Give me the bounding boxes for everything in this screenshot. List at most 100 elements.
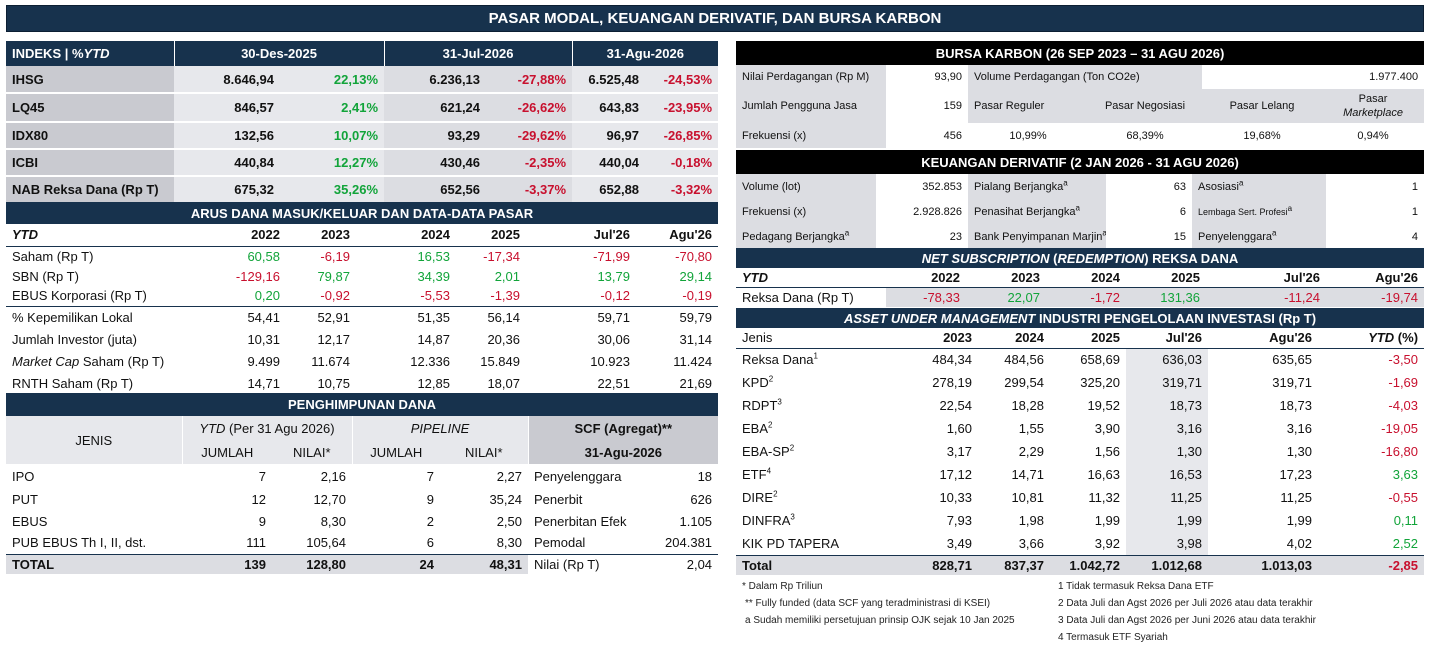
arus-ytd-label: YTD [6,224,186,247]
derivatif-label-text: Lembaga Sert. Profesi [1198,206,1288,217]
karbon-negosiasi: Pasar Negosiasi [1088,89,1202,123]
aum-value: 11,25 [1280,490,1312,505]
indeks-pct: -26,62% [486,93,573,123]
aum-value: 3,92 [1094,535,1120,551]
total-jenis: TOTAL [6,553,182,574]
indeks-value: 652,56 [384,176,487,204]
arus-row: RNTH Saham (Rp T) 14,71 10,75 12,85 18,07 22,… [6,372,718,394]
indeks-pct: -0,18% [645,149,719,177]
penghimpunan-pipeline-header: PIPELINE [352,416,529,440]
arus-value: 18,07 [487,375,520,391]
aum-row: RDPT3 22,54 18,28 19,52 18,73 18,73 -4,03 [736,394,1424,417]
derivatif-label-text: Asosiasi [1198,180,1239,193]
aum-row-sup: 3 [790,512,795,522]
penghimpunan-scf-val: 626 [690,491,713,507]
netsub-value: -19,74 [1381,289,1419,305]
derivatif-label: Lembaga Sert. Profesia [1192,199,1326,224]
aum-row-name-text: RDPT [742,398,778,413]
netsub-value: -78,33 [923,289,960,305]
indeks-pct: -3,32% [645,176,719,204]
derivatif-label: Pialang Berjangkaa [968,174,1106,199]
netsub-value: 22,07 [1007,289,1040,305]
derivatif-sup: a [1102,227,1106,237]
aum-value: 3,66 [1018,535,1044,551]
aum-row-sup: 1 [813,351,818,361]
derivatif-label-text: Frekuensi (x) [742,205,807,218]
aum-value: 658,69 [1080,352,1120,368]
derivatif-row: Frekuensi (x) 2.928.826 Penasihat Berjangk… [736,199,1424,224]
arus-row: Market Cap Saham (Rp T) 9.499 11.674 12.336… [6,350,718,372]
penghimpunan-title: PENGHIMPUNAN DANA [6,393,719,416]
penghimpunan-scf-val: 1.105 [679,513,713,529]
penghimpunan-n1: 12,70 [313,491,346,507]
aum-value: 1,99 [1094,513,1120,528]
indeks-value: 96,97 [572,122,646,150]
netsub-title-e: ) REKSA DANA [1144,250,1239,266]
penghimpunan-jumlah-1: JUMLAH [182,440,272,464]
penghimpunan-jenis: IPO [12,468,35,484]
arus-value: 11.424 [673,353,713,369]
derivatif-sup: a [1238,177,1244,187]
aum-value: 1,30 [1126,440,1208,463]
indeks-value: 440,84 [174,149,280,177]
aum-ytd-rest: (%) [1394,330,1419,346]
indeks-value: 8.646,94 [174,66,280,94]
arus-row-label: Jumlah Investor (juta) [6,328,186,350]
notes-left: * Dalam Rp Triliun ** Fully funded (data … [742,578,1042,629]
aum-row-name: ETF4 [736,463,886,486]
aum-value: 17,23 [1279,467,1312,482]
indeks-pct: 12,27% [280,149,385,177]
aum-ytd-value: 3,63 [1392,467,1419,482]
penghimpunan-header-row-2: JUMLAH NILAI* JUMLAH NILAI* 31-Agu-2026 [6,440,719,464]
indeks-value: 430,46 [384,149,487,177]
karbon-row-1: Nilai Perdagangan (Rp M) 93,90 Volume Pe… [736,65,1424,89]
karbon-frek-val: 456 [943,129,962,142]
arus-row: SBN (Rp T) -129,16 79,87 34,39 2,01 13,79 29,1… [6,266,718,286]
arus-value: 14,87 [417,331,450,347]
penghimpunan-n2: 8,30 [496,535,522,551]
aum-value: 14,71 [1011,467,1044,482]
penghimpunan-scf-date: 31-Agu-2026 [528,440,719,464]
aum-ytd-value: -0,55 [1388,490,1419,505]
derivatif-row: Pedagang Berjangkaa 23 Bank Penyimpanan Ma… [736,224,1424,249]
karbon-title-row: BURSA KARBON (26 SEP 2023 – 31 AGU 2026) [736,41,1425,65]
arus-value: 20,36 [487,331,520,347]
arus-row: % Kepemilikan Lokal 54,41 52,91 51,35 56,14 5… [6,305,719,328]
aum-row-name: KIK PD TAPERA [736,532,886,555]
arus-row-label: RNTH Saham (Rp T) [6,372,186,394]
aum-row-name: DIRE2 [736,486,886,509]
aum-value: 3,16 [1286,421,1312,436]
derivatif-label-text: Penyelenggara [1198,230,1273,243]
indeks-pct: -24,53% [645,66,719,94]
derivatif-value: 63 [1173,180,1186,193]
aum-value: 17,12 [939,467,972,482]
arus-value: -1,39 [490,288,520,304]
penghimpunan-j1: 7 [258,468,266,484]
aum-row-sup: 2 [768,374,774,384]
aum-ytd-value: 2,52 [1392,535,1419,551]
derivatif-label-text: Penasihat Berjangka [974,205,1076,218]
aum-value: 635,65 [1272,352,1312,368]
indeks-pct: -23,95% [645,93,719,123]
netsub-table: NET SUBSCRIPTION (REDEMPTION) REKSA DANA… [736,248,1425,307]
aum-row-name-text: EBA [742,421,769,436]
aum-row-sup: 3 [777,397,782,407]
arus-col-2025: 2025 [456,224,526,247]
derivatif-sup: a [1287,203,1293,213]
aum-value: 1,99 [1126,509,1208,532]
aum-title-e: INDUSTRI PENGELOLAAN INVESTASI (Rp T) [1035,310,1317,326]
netsub-value: -1,72 [1090,289,1120,305]
penghimpunan-jumlah-2: JUMLAH [352,440,440,464]
arus-header-row: YTD 2022 2023 2024 2025 Jul'26 Agu'26 [6,224,719,247]
aum-total-value: 837,37 [978,554,1050,575]
arus-row: EBUS Korporasi (Rp T) 0,20 -0,92 -5,53 -1,39… [6,286,718,306]
aum-row-name-text: DINFRA [742,513,791,528]
penghimpunan-jenis: PUT [12,491,38,507]
indeks-value: 440,04 [572,149,646,177]
arus-value: -0,12 [600,288,630,304]
penghimpunan-row: IPO 7 2,16 7 2,27 Penyelenggara 18 [6,464,718,488]
aum-value: 636,03 [1126,348,1208,371]
notes-right: 1 Tidak termasuk Reksa Dana ETF 2 Data Ju… [1058,578,1418,646]
footnote: * Dalam Rp Triliun [742,581,823,592]
arus-value: 10,31 [247,331,280,347]
